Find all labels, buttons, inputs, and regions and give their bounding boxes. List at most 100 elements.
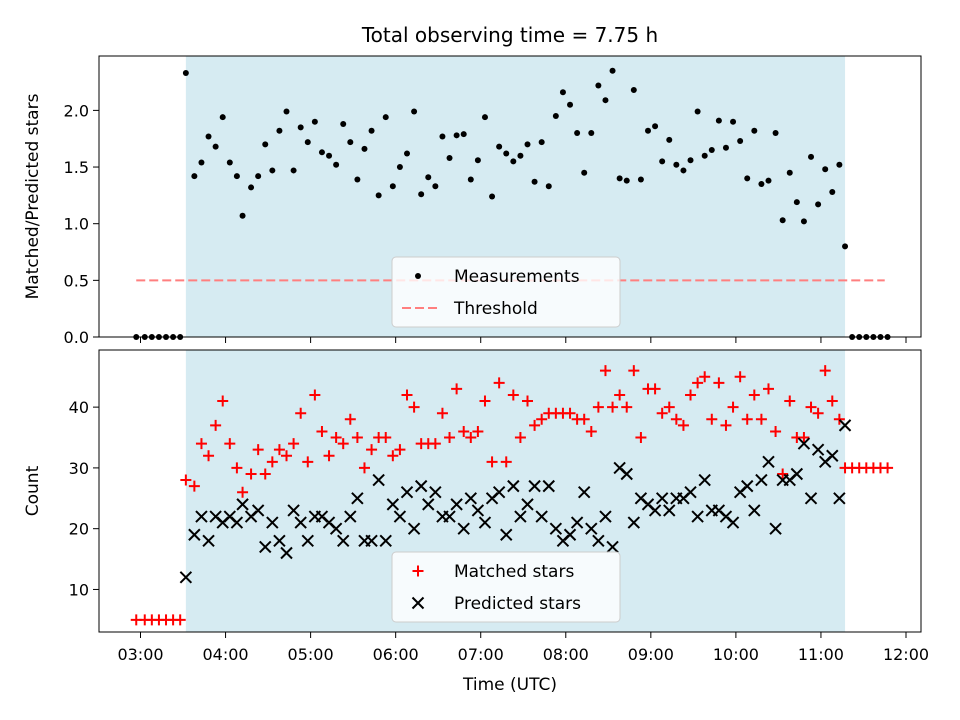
data-point xyxy=(514,432,526,444)
data-point xyxy=(524,141,531,148)
data-point xyxy=(677,419,689,431)
data-point xyxy=(620,467,633,481)
data-point xyxy=(507,479,520,493)
x-tick-label: 06:00 xyxy=(373,645,419,664)
data-point xyxy=(481,114,488,121)
data-point xyxy=(273,444,285,456)
data-point xyxy=(262,141,269,148)
data-point xyxy=(358,462,370,474)
data-point xyxy=(549,522,563,535)
data-point xyxy=(673,161,680,168)
y-tick-label: 30 xyxy=(69,459,89,478)
data-point xyxy=(451,383,463,395)
data-point xyxy=(365,534,378,548)
data-point xyxy=(663,401,675,413)
data-point xyxy=(811,443,825,456)
data-point xyxy=(713,377,725,389)
data-point xyxy=(680,167,687,174)
legend-marker xyxy=(415,273,421,279)
data-point xyxy=(212,143,219,150)
data-point xyxy=(531,178,538,185)
legend-label: Predicted stars xyxy=(454,594,581,614)
y-tick-label: 20 xyxy=(69,520,89,539)
data-point xyxy=(815,201,822,208)
data-point xyxy=(797,437,811,450)
data-point xyxy=(819,365,831,377)
data-point xyxy=(574,130,581,137)
data-point xyxy=(698,473,711,487)
data-point xyxy=(323,450,335,462)
data-point xyxy=(559,89,566,96)
data-point xyxy=(528,479,541,493)
data-point xyxy=(726,516,740,529)
data-point xyxy=(351,432,363,444)
data-point xyxy=(389,183,396,190)
data-point xyxy=(691,510,704,523)
data-point xyxy=(842,243,849,250)
data-point xyxy=(408,401,420,413)
data-point xyxy=(648,504,662,517)
data-point xyxy=(786,169,793,176)
data-point xyxy=(304,139,311,146)
data-point xyxy=(337,438,349,450)
data-point xyxy=(294,516,307,529)
data-point xyxy=(202,534,215,548)
data-point xyxy=(727,401,739,413)
data-point xyxy=(748,504,761,517)
data-point xyxy=(812,407,824,419)
x-tick-label: 04:00 xyxy=(203,645,249,664)
data-point xyxy=(266,456,278,468)
data-point xyxy=(627,516,641,529)
data-point xyxy=(772,130,779,137)
legend-box xyxy=(391,551,621,623)
legend-marker xyxy=(412,565,424,577)
data-point xyxy=(655,492,669,505)
data-point xyxy=(236,498,249,511)
data-point xyxy=(570,516,584,529)
y-tick-label: 40 xyxy=(69,398,89,417)
data-point xyxy=(486,456,498,468)
data-point xyxy=(276,127,283,134)
data-point xyxy=(500,456,512,468)
data-point xyxy=(333,161,340,168)
data-point xyxy=(522,395,534,407)
legend: Matched stars Predicted stars xyxy=(391,551,621,623)
data-point xyxy=(694,108,701,115)
data-point xyxy=(239,212,246,219)
data-point xyxy=(720,419,732,431)
data-point xyxy=(585,425,597,437)
data-point xyxy=(400,486,414,499)
data-point xyxy=(404,150,411,157)
data-point xyxy=(751,127,758,134)
data-point xyxy=(652,123,659,130)
legend-marker xyxy=(411,596,425,610)
data-point xyxy=(180,474,192,486)
data-point xyxy=(174,614,186,626)
data-point xyxy=(407,522,421,535)
data-point xyxy=(602,97,609,104)
data-point xyxy=(770,425,782,437)
data-point xyxy=(414,479,428,493)
chart-title: Total observing time = 7.75 h xyxy=(361,23,658,47)
legend: Measurements Threshold xyxy=(391,256,621,328)
data-point xyxy=(394,444,406,456)
data-point xyxy=(460,131,467,138)
data-point xyxy=(765,177,772,184)
data-point xyxy=(245,468,257,480)
data-point xyxy=(614,389,626,401)
series-measurements xyxy=(133,67,891,340)
data-point xyxy=(630,86,637,93)
data-point xyxy=(290,167,297,174)
data-point xyxy=(790,467,804,481)
data-point xyxy=(701,152,708,159)
data-point xyxy=(521,498,534,511)
data-point xyxy=(762,455,775,469)
x-tick-label: 12:00 xyxy=(883,645,929,664)
data-point xyxy=(387,450,399,462)
data-point xyxy=(329,522,343,535)
x-tick-label: 11:00 xyxy=(798,645,844,664)
data-point xyxy=(616,175,623,182)
data-point xyxy=(748,389,760,401)
series-matched-stars xyxy=(130,365,894,626)
